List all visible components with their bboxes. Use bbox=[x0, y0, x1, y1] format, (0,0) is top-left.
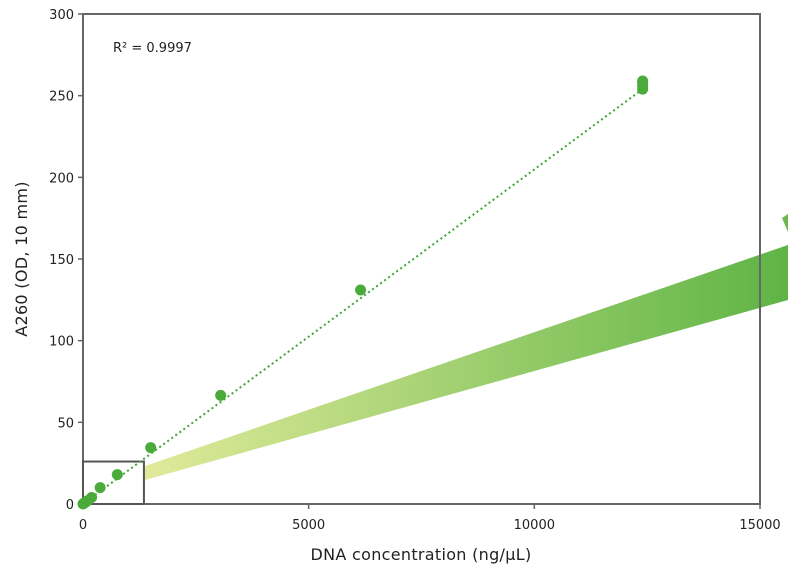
trendline bbox=[82, 88, 644, 505]
x-tick-label: 5000 bbox=[292, 518, 325, 533]
data-points-layer bbox=[77, 75, 649, 510]
plot-frame bbox=[82, 13, 761, 505]
y-tick-label: 150 bbox=[49, 253, 74, 268]
y-axis-ticks: 0 50 100 150 200 250 300 bbox=[49, 8, 83, 513]
data-point bbox=[111, 469, 123, 481]
y-tick-label: 0 bbox=[66, 498, 74, 513]
zoom-box-layer bbox=[82, 460, 145, 505]
data-point bbox=[215, 389, 227, 401]
data-point bbox=[145, 442, 157, 454]
x-axis-ticks: 0 5000 10000 15000 bbox=[79, 504, 781, 533]
y-tick-label: 100 bbox=[49, 335, 74, 350]
x-tick-label: 15000 bbox=[739, 518, 780, 533]
zoom-box bbox=[82, 460, 145, 505]
data-point bbox=[94, 482, 106, 494]
zoom-band bbox=[145, 245, 788, 480]
x-axis-title: DNA concentration (ng/µL) bbox=[311, 545, 532, 564]
data-point bbox=[355, 284, 367, 296]
y-tick-label: 300 bbox=[49, 8, 74, 23]
r-squared-annotation: R² = 0.9997 bbox=[113, 41, 192, 56]
x-tick-label: 10000 bbox=[514, 518, 555, 533]
zoom-arrow-tip bbox=[782, 214, 788, 232]
trendline-layer bbox=[82, 88, 644, 505]
x-tick-label: 0 bbox=[79, 518, 87, 533]
data-point bbox=[86, 491, 98, 503]
y-tick-label: 250 bbox=[49, 90, 74, 105]
y-tick-label: 50 bbox=[57, 416, 74, 431]
y-tick-label: 200 bbox=[49, 171, 74, 186]
data-point bbox=[637, 75, 649, 87]
y-axis-title: A260 (OD, 10 mm) bbox=[12, 181, 31, 337]
